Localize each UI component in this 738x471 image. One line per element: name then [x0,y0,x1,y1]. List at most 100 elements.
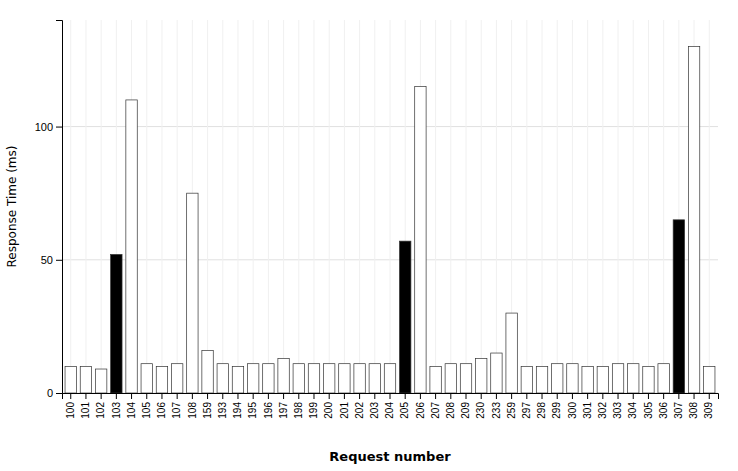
tick: 299 [551,393,562,419]
bar [567,364,578,393]
tick: 209 [460,393,471,419]
tick-label: 207 [430,402,441,419]
tick-mark [663,393,664,399]
tick: 195 [247,393,258,419]
y-axis-title: Response Time (ms) [5,146,19,268]
tick-mark [678,393,679,399]
bar [643,366,654,393]
tick-label: 308 [688,402,699,419]
bar [339,364,350,393]
tick-label: 101 [80,402,91,419]
bar [506,313,517,393]
tick: 206 [415,393,426,419]
tick: 205 [399,393,410,419]
bar [628,364,639,393]
tick: 300 [567,393,578,419]
bar [263,364,274,393]
tick-label: 300 [567,402,578,419]
tick: 305 [643,393,654,419]
tick-mark [329,393,330,399]
tick: 103 [111,393,122,419]
grid-line [435,20,436,393]
grid-line [146,20,147,393]
bar [308,364,319,393]
bar [369,364,380,393]
tick-mark [618,393,619,399]
bar [111,254,122,393]
tick-label: 107 [171,402,182,419]
tick-mark [192,393,193,399]
grid-line [542,20,543,393]
tick-label: 195 [247,402,258,419]
grid-line [253,20,254,393]
tick: 105 [141,393,152,419]
grid-line [161,20,162,393]
tick-mark [359,393,360,399]
tick: 50 [41,254,62,266]
tick-label: 206 [415,402,426,419]
plot: 1001011021031041051061071081591931941951… [35,20,719,419]
tick: 230 [475,393,486,419]
tick: 207 [430,393,441,419]
tick-label: 199 [308,402,319,419]
grid-line [70,20,71,393]
tick-mark [420,393,421,399]
tick-label: 298 [536,402,547,419]
tick-label: 104 [126,402,137,419]
grid-line [359,20,360,393]
bar [552,364,563,393]
tick-mark [222,393,223,399]
tick-mark [648,393,649,399]
tick: 196 [263,393,274,419]
tick-mark [237,393,238,399]
grid-line [496,20,497,393]
grid-line [207,20,208,393]
bar [491,353,502,393]
tick-mark [694,393,695,399]
bar [536,366,547,393]
tick-label: 196 [263,402,274,419]
tick-label: 106 [156,402,167,419]
tick: 197 [278,393,289,419]
tick-label: 159 [202,402,213,419]
bar [156,366,167,393]
tick-label: 305 [643,402,654,419]
tick-label: 0 [47,387,53,399]
bar [202,350,213,393]
tick-label: 306 [658,402,669,419]
tick: 107 [171,393,182,419]
tick-mark [177,393,178,399]
tick-mark [587,393,588,399]
grid [62,20,718,393]
tick: 106 [156,393,167,419]
tick-label: 301 [582,402,593,419]
bar [582,366,593,393]
tick-mark [298,393,299,399]
tick-mark [56,260,62,261]
grid-line [298,20,299,393]
tick-mark [283,393,284,399]
tick: 159 [202,393,213,419]
grid-line [648,20,649,393]
grid-line [374,20,375,393]
grid-line [602,20,603,393]
tick-mark [572,393,573,399]
tick-mark [101,393,102,399]
bar [323,364,334,393]
grid-line [85,20,86,393]
bar [476,358,487,393]
tick-mark [70,393,71,399]
tick: 0 [47,387,62,399]
bar [126,100,137,393]
grid-line [481,20,482,393]
tick-label: 299 [551,402,562,419]
tick-label: 208 [445,402,456,419]
tick: 298 [536,393,547,419]
bar [278,358,289,393]
tick: 306 [658,393,669,419]
grid-line [390,20,391,393]
tick: 233 [491,393,502,419]
bar [80,366,91,393]
bar [217,364,228,393]
tick: 307 [673,393,684,419]
